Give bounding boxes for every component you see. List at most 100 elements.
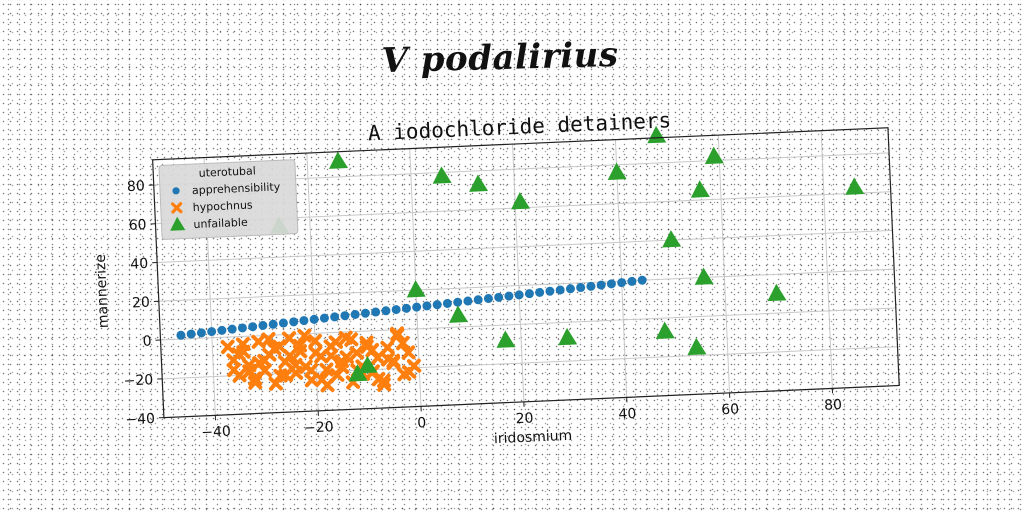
point-hypochnus [395, 335, 410, 351]
point-apprehensibility [340, 311, 350, 321]
legend-entry: unfailable [193, 216, 248, 231]
point-unfailable [496, 330, 516, 348]
point-unfailable [687, 337, 707, 356]
point-hypochnus [252, 355, 267, 371]
point-hypochnus [304, 363, 319, 378]
legend-entry: hypochnus [192, 199, 253, 215]
point-apprehensibility [432, 300, 442, 310]
point-apprehensibility [350, 309, 360, 319]
y-gridline [158, 268, 895, 302]
x-tick-label: 20 [515, 410, 534, 427]
legend-entry: apprehensibility [192, 180, 281, 197]
point-apprehensibility [278, 318, 288, 328]
point-hypochnus [247, 375, 263, 390]
legend-title: uterotubal [198, 164, 256, 179]
point-apprehensibility [258, 320, 268, 330]
x-gridline [409, 148, 422, 407]
point-apprehensibility [586, 281, 596, 291]
point-unfailable [358, 355, 378, 374]
legend-marker-unfailable [170, 216, 186, 231]
point-hypochnus [226, 362, 242, 378]
x-tick-label: 0 [417, 415, 427, 431]
x-tick-label: 60 [721, 401, 740, 418]
point-hypochnus [235, 337, 251, 352]
point-apprehensibility [617, 278, 627, 288]
legend-marker-hypochnus [170, 202, 183, 214]
point-unfailable [558, 327, 578, 346]
x-gridline [512, 144, 525, 402]
point-hypochnus [261, 332, 276, 347]
point-hypochnus [288, 358, 303, 373]
point-apprehensibility [299, 316, 309, 326]
chart-container: −40 −20 0 20 40 60 80 −40 −20 0 20 40 60 80 A iodochl… [80, 95, 910, 455]
point-apprehensibility [524, 289, 534, 299]
point-unfailable [328, 151, 348, 169]
point-hypochnus [343, 332, 359, 347]
point-hypochnus [334, 359, 350, 375]
series-hypochnus [220, 326, 422, 393]
x-tick-label: −20 [304, 419, 334, 436]
point-hypochnus [220, 339, 236, 355]
point-apprehensibility [463, 296, 473, 306]
point-hypochnus [364, 343, 380, 358]
point-apprehensibility [555, 285, 565, 295]
point-apprehensibility [391, 305, 401, 315]
point-unfailable [607, 162, 627, 180]
point-hypochnus [401, 364, 417, 380]
x-gridline [614, 139, 628, 398]
point-apprehensibility [268, 319, 278, 329]
point-apprehensibility [504, 291, 514, 301]
y-axis-label: mannerize [93, 254, 112, 329]
y-tick-label: 80 [127, 178, 146, 195]
point-hypochnus [273, 368, 288, 383]
point-apprehensibility [627, 276, 637, 286]
point-hypochnus [380, 340, 395, 355]
point-apprehensibility [442, 298, 452, 308]
figure-title: V podalirius [381, 34, 619, 82]
point-apprehensibility [637, 275, 647, 285]
point-hypochnus [282, 348, 298, 363]
point-hypochnus [376, 373, 392, 389]
x-axis-label: iridosmium [494, 428, 573, 447]
point-hypochnus [339, 349, 354, 365]
point-apprehensibility [330, 312, 340, 322]
point-hypochnus [231, 346, 246, 362]
point-hypochnus [242, 363, 257, 379]
point-apprehensibility [360, 308, 370, 318]
legend: uterotubal apprehensibility hypochnusunfa… [158, 159, 299, 240]
point-hypochnus [282, 331, 297, 346]
point-apprehensibility [289, 317, 299, 327]
point-hypochnus [324, 348, 339, 364]
y-gridline [157, 229, 893, 264]
point-apprehensibility [514, 290, 524, 300]
point-apprehensibility [576, 283, 586, 293]
point-unfailable [348, 364, 368, 382]
point-hypochnus [297, 328, 312, 343]
point-unfailable [704, 146, 724, 165]
point-apprehensibility [422, 301, 432, 311]
point-apprehensibility [248, 322, 258, 332]
series-apprehensibility [176, 275, 647, 340]
point-apprehensibility [371, 307, 381, 317]
point-apprehensibility [401, 303, 411, 313]
point-unfailable [406, 280, 426, 298]
point-apprehensibility [309, 314, 319, 324]
point-hypochnus [386, 355, 401, 371]
point-apprehensibility [483, 294, 493, 304]
point-unfailable [647, 125, 667, 144]
point-apprehensibility [176, 330, 186, 340]
point-apprehensibility [473, 295, 483, 305]
y-tick-label: 40 [130, 256, 149, 273]
point-hypochnus [304, 372, 319, 388]
legend-marker-apprehensibility [172, 187, 180, 195]
point-hypochnus [267, 341, 282, 356]
x-tick-label: 80 [824, 397, 843, 414]
point-hypochnus [319, 362, 334, 377]
x-gridline [306, 153, 319, 411]
point-apprehensibility [565, 284, 575, 294]
point-unfailable [845, 177, 865, 195]
point-unfailable [655, 321, 675, 340]
point-unfailable [767, 283, 787, 302]
point-unfailable [449, 305, 469, 323]
x-gridline [820, 130, 833, 389]
